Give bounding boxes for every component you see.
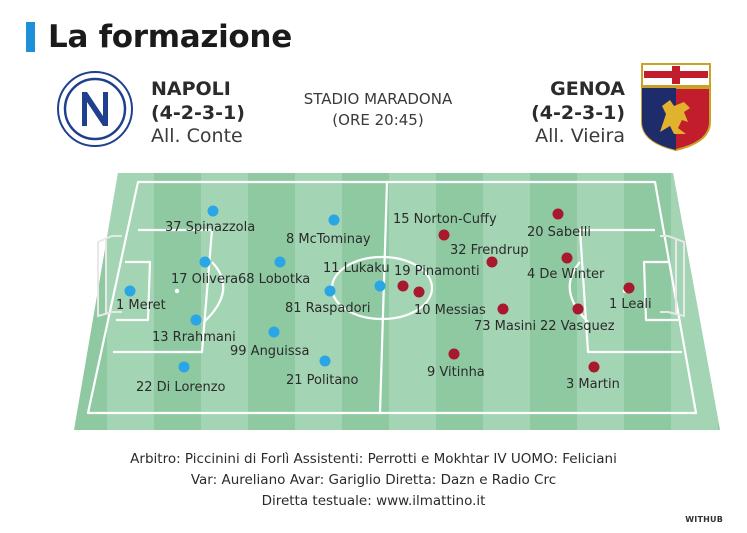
away-player-label: 1 Leali bbox=[609, 297, 652, 312]
away-player-label: 9 Vitinha bbox=[427, 365, 485, 380]
away-player-dot bbox=[448, 348, 460, 360]
referee-info: Arbitro: Piccinini di Forlì Assistenti: … bbox=[130, 451, 617, 467]
live-text-info: Diretta testuale: www.ilmattino.it bbox=[261, 493, 486, 509]
home-formation: (4-2-3-1) bbox=[151, 102, 245, 124]
away-coach: All. Vieira bbox=[535, 125, 625, 147]
home-team-name: NAPOLI bbox=[151, 78, 231, 100]
away-player-dot bbox=[397, 280, 409, 292]
away-player-label: 3 Martin bbox=[566, 377, 620, 392]
away-formation: (4-2-3-1) bbox=[531, 102, 625, 124]
home-player-label: 17 Olivera bbox=[171, 272, 238, 287]
away-player-label: 4 De Winter bbox=[527, 267, 605, 282]
away-player-dot bbox=[497, 303, 509, 315]
home-player-dot bbox=[374, 280, 386, 292]
home-player-dot bbox=[274, 256, 286, 268]
home-player-dot bbox=[199, 256, 211, 268]
page-title: La formazione bbox=[48, 19, 292, 55]
home-player-label: 99 Anguissa bbox=[230, 344, 309, 359]
away-team-name: GENOA bbox=[550, 78, 625, 100]
away-player-dot bbox=[623, 282, 635, 294]
home-player-label: 37 Spinazzola bbox=[165, 220, 255, 235]
away-player-label: 22 Vasquez bbox=[540, 319, 615, 334]
venue-stadium: STADIO MARADONA bbox=[303, 90, 453, 108]
away-player-label: 73 Masini bbox=[474, 319, 536, 334]
home-player-dot bbox=[268, 326, 280, 338]
home-player-dot bbox=[124, 285, 136, 297]
away-player-label: 20 Sabelli bbox=[527, 225, 591, 240]
home-player-label: 68 Lobotka bbox=[238, 272, 310, 287]
home-player-dot bbox=[207, 205, 219, 217]
home-player-label: 21 Politano bbox=[286, 373, 359, 388]
home-player-label: 8 McTominay bbox=[286, 232, 371, 247]
away-player-dot bbox=[486, 256, 498, 268]
var-info: Var: Aureliano Avar: Gariglio Diretta: D… bbox=[190, 472, 557, 488]
home-player-dot bbox=[178, 361, 190, 373]
home-player-dot bbox=[319, 355, 331, 367]
away-player-dot bbox=[438, 229, 450, 241]
away-player-dot bbox=[588, 361, 600, 373]
home-coach: All. Conte bbox=[151, 125, 243, 147]
home-player-dot bbox=[190, 314, 202, 326]
genoa-crest-icon bbox=[641, 63, 711, 152]
away-player-label: 32 Frendrup bbox=[450, 243, 529, 258]
title-accent-bar bbox=[26, 22, 35, 52]
home-player-label: 22 Di Lorenzo bbox=[136, 380, 226, 395]
away-player-label: 15 Norton-Cuffy bbox=[393, 212, 497, 227]
napoli-crest-icon bbox=[57, 71, 133, 147]
home-player-label: 11 Lukaku bbox=[323, 261, 390, 276]
away-player-dot bbox=[572, 303, 584, 315]
home-player-label: 13 Rrahmani bbox=[152, 330, 236, 345]
brand-logo: WITHUB bbox=[685, 515, 723, 524]
away-player-label: 19 Pinamonti bbox=[394, 264, 480, 279]
home-player-label: 81 Raspadori bbox=[285, 301, 371, 316]
home-player-label: 1 Meret bbox=[116, 298, 166, 313]
away-player-dot bbox=[413, 286, 425, 298]
venue-time: (ORE 20:45) bbox=[332, 111, 424, 129]
away-player-dot bbox=[561, 252, 573, 264]
home-player-dot bbox=[324, 285, 336, 297]
away-player-dot bbox=[552, 208, 564, 220]
home-player-dot bbox=[328, 214, 340, 226]
away-player-label: 10 Messias bbox=[414, 303, 486, 318]
